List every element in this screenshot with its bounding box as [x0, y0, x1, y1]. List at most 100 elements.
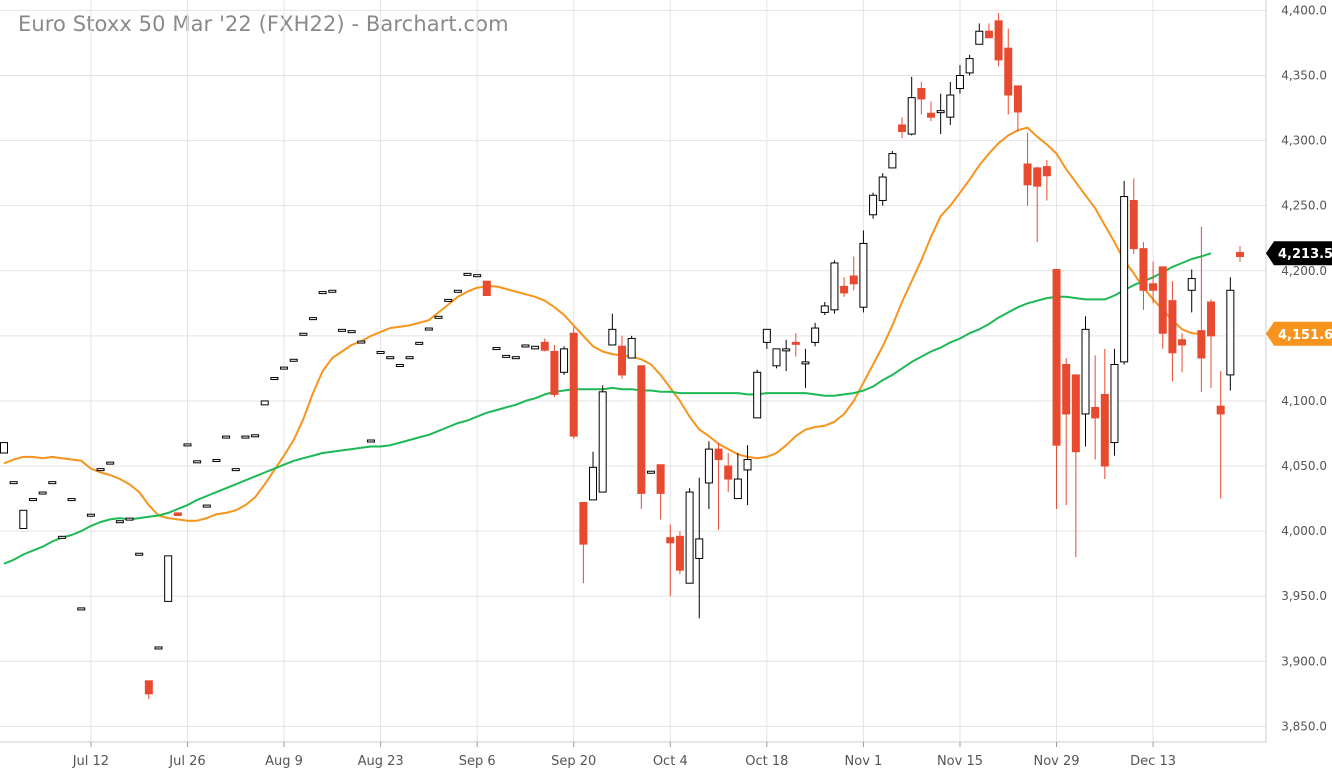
candle-body	[1207, 301, 1216, 337]
candle-body	[1139, 248, 1148, 291]
candle	[386, 356, 395, 360]
candle-body	[1120, 196, 1129, 363]
candle	[656, 464, 665, 520]
candle	[975, 23, 984, 45]
candle	[521, 344, 530, 348]
candle-body	[540, 341, 549, 351]
candle	[801, 348, 810, 388]
candle-body	[975, 30, 984, 45]
candle-body	[183, 443, 192, 447]
candle	[241, 435, 250, 439]
candle-body	[473, 274, 482, 278]
candle	[1158, 266, 1167, 349]
candle	[714, 442, 723, 530]
candle	[1129, 178, 1138, 254]
candle-body	[444, 298, 453, 302]
candle-body	[579, 501, 588, 545]
candle-body	[57, 535, 66, 539]
candle-body	[415, 341, 424, 345]
candle-body	[1129, 199, 1138, 250]
candle-body	[782, 348, 791, 352]
candle	[994, 13, 1003, 67]
candle-body	[347, 330, 356, 334]
candle-body	[984, 30, 993, 39]
candle	[955, 65, 964, 94]
candle	[473, 274, 482, 278]
candle	[453, 289, 462, 293]
candle	[724, 453, 733, 493]
candle	[772, 348, 781, 369]
candle-body	[395, 363, 404, 367]
candle	[1023, 132, 1032, 206]
candle	[898, 117, 907, 138]
y-tick-label: 3,850.0	[1281, 719, 1327, 733]
candle	[193, 460, 202, 464]
candle	[1081, 316, 1090, 447]
candle	[531, 345, 540, 350]
candle-body	[1062, 363, 1071, 415]
candle	[115, 520, 124, 524]
candle	[260, 400, 269, 406]
candle	[463, 272, 472, 276]
candle	[1110, 348, 1119, 456]
candle-body	[656, 464, 665, 494]
candle-body	[762, 328, 771, 343]
price-badge-label: 4,151.6	[1278, 328, 1332, 343]
candle-body	[666, 537, 675, 544]
candle	[154, 646, 163, 650]
candle-body	[743, 459, 752, 471]
candle	[618, 335, 626, 379]
y-tick-label: 3,950.0	[1281, 589, 1327, 603]
candle-body	[820, 305, 829, 313]
price-badge: 4,213.5	[1266, 241, 1332, 266]
candle	[598, 385, 607, 493]
candle-body	[309, 317, 317, 321]
candle-body	[598, 391, 607, 493]
candle-body	[1013, 85, 1022, 113]
candle	[984, 23, 993, 39]
candle	[579, 501, 588, 584]
candle-body	[840, 285, 849, 294]
candle	[646, 470, 655, 474]
candle-body	[28, 498, 37, 502]
x-tick-label: Dec 13	[1130, 754, 1176, 769]
candle	[222, 435, 231, 439]
candle-body	[86, 513, 95, 517]
candle-body	[965, 58, 974, 74]
candle-body	[927, 112, 935, 118]
x-tick-label: Aug 9	[265, 754, 303, 769]
y-tick-label: 4,200.0	[1281, 264, 1327, 278]
candle-body	[531, 345, 540, 350]
candle	[1226, 277, 1235, 391]
candle	[19, 509, 28, 530]
candle	[569, 326, 578, 439]
price-badge-label: 4,213.5	[1278, 247, 1332, 262]
candle	[67, 498, 76, 502]
candle-body	[77, 607, 86, 611]
candle	[1178, 333, 1187, 373]
candle	[1236, 246, 1244, 262]
candle	[48, 481, 57, 485]
y-tick-label: 4,350.0	[1281, 69, 1327, 83]
candle-body	[193, 460, 202, 464]
candle-body	[241, 435, 250, 439]
candle	[173, 512, 182, 516]
candle	[811, 322, 820, 347]
candle	[492, 347, 501, 351]
x-tick-label: Sep 20	[551, 754, 596, 769]
candle-body	[753, 371, 762, 419]
candle	[627, 335, 636, 359]
candle-body	[502, 354, 511, 358]
candle-body	[1187, 278, 1196, 291]
x-tick-label: Jul 26	[168, 754, 205, 769]
candle-body	[386, 356, 395, 360]
candle	[357, 340, 366, 344]
candle-body	[1149, 283, 1158, 291]
y-tick-label: 4,050.0	[1281, 459, 1327, 473]
candle	[183, 443, 192, 447]
y-tick-label: 4,250.0	[1281, 199, 1327, 213]
candle-body	[115, 520, 124, 524]
candle	[637, 365, 646, 509]
candle	[917, 82, 926, 115]
